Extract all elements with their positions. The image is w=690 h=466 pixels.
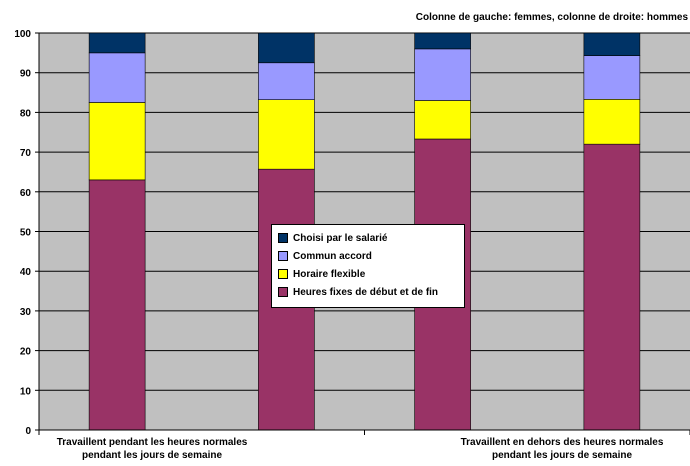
legend-item-fixes: Heures fixes de début et de fin xyxy=(278,283,458,301)
legend-item-commun: Commun accord xyxy=(278,247,458,265)
legend-swatch xyxy=(278,251,288,261)
y-tick-label: 20 xyxy=(20,347,32,358)
bar-segment-2-4 xyxy=(258,32,315,64)
x-category-label-2: Travaillent en dehors des heures normale… xyxy=(432,436,690,462)
y-tick-label: 50 xyxy=(20,228,32,239)
bar-segment-4-3 xyxy=(583,55,641,100)
y-tick-label: 80 xyxy=(20,108,32,119)
legend-label: Heures fixes de début et de fin xyxy=(293,286,439,298)
bar-segment-4-4 xyxy=(583,32,641,56)
x-category-label-1: Travaillent pendant les heures normales … xyxy=(22,436,282,462)
legend-swatch xyxy=(278,233,288,243)
y-tick-label: 100 xyxy=(14,29,31,40)
legend-swatch xyxy=(278,287,288,297)
bar-segment-4-2 xyxy=(583,98,641,145)
x-category-label-1-line-1: Travaillent pendant les heures normales xyxy=(56,437,248,448)
y-tick-label: 60 xyxy=(20,188,32,199)
axes: 0 10 20 30 40 50 60 70 80 90 100 xyxy=(14,29,690,437)
chart-note: Colonne de gauche: femmes, colonne de dr… xyxy=(415,12,688,23)
bar-segment-1-1 xyxy=(88,179,146,431)
bar-segment-4-1 xyxy=(583,143,641,431)
legend-item-flexible: Horaire flexible xyxy=(278,265,458,283)
x-category-label-2-line-1: Travaillent en dehors des heures normale… xyxy=(460,437,664,448)
bar-segment-3-3 xyxy=(414,48,471,101)
y-tick-label: 70 xyxy=(20,148,32,159)
x-category-label-1-line-2: pendant les jours de semaine xyxy=(81,450,223,461)
legend: Choisi par le salarié Commun accord Hora… xyxy=(271,224,465,308)
bar-segment-3-4 xyxy=(414,32,471,50)
y-tick-label: 0 xyxy=(25,426,31,437)
legend-label: Horaire flexible xyxy=(293,268,366,280)
bar-segment-1-4 xyxy=(88,32,146,54)
legend-label: Commun accord xyxy=(293,250,372,262)
y-tick-label: 90 xyxy=(20,69,32,80)
bar-segment-2-2 xyxy=(258,99,315,170)
legend-label: Choisi par le salarié xyxy=(293,232,388,244)
y-tick-label: 10 xyxy=(20,386,32,397)
bar-segment-2-3 xyxy=(258,62,315,100)
x-category-label-2-line-2: pendant les jours de semaine xyxy=(491,450,633,461)
legend-item-choisi: Choisi par le salarié xyxy=(278,229,458,247)
gridlines xyxy=(39,32,690,391)
legend-swatch xyxy=(278,269,288,279)
bar-segment-1-2 xyxy=(88,102,146,181)
bar-segment-1-3 xyxy=(88,52,146,103)
y-tick-label: 40 xyxy=(20,267,32,278)
bar-segment-3-2 xyxy=(414,100,471,140)
y-tick-label: 30 xyxy=(20,307,32,318)
